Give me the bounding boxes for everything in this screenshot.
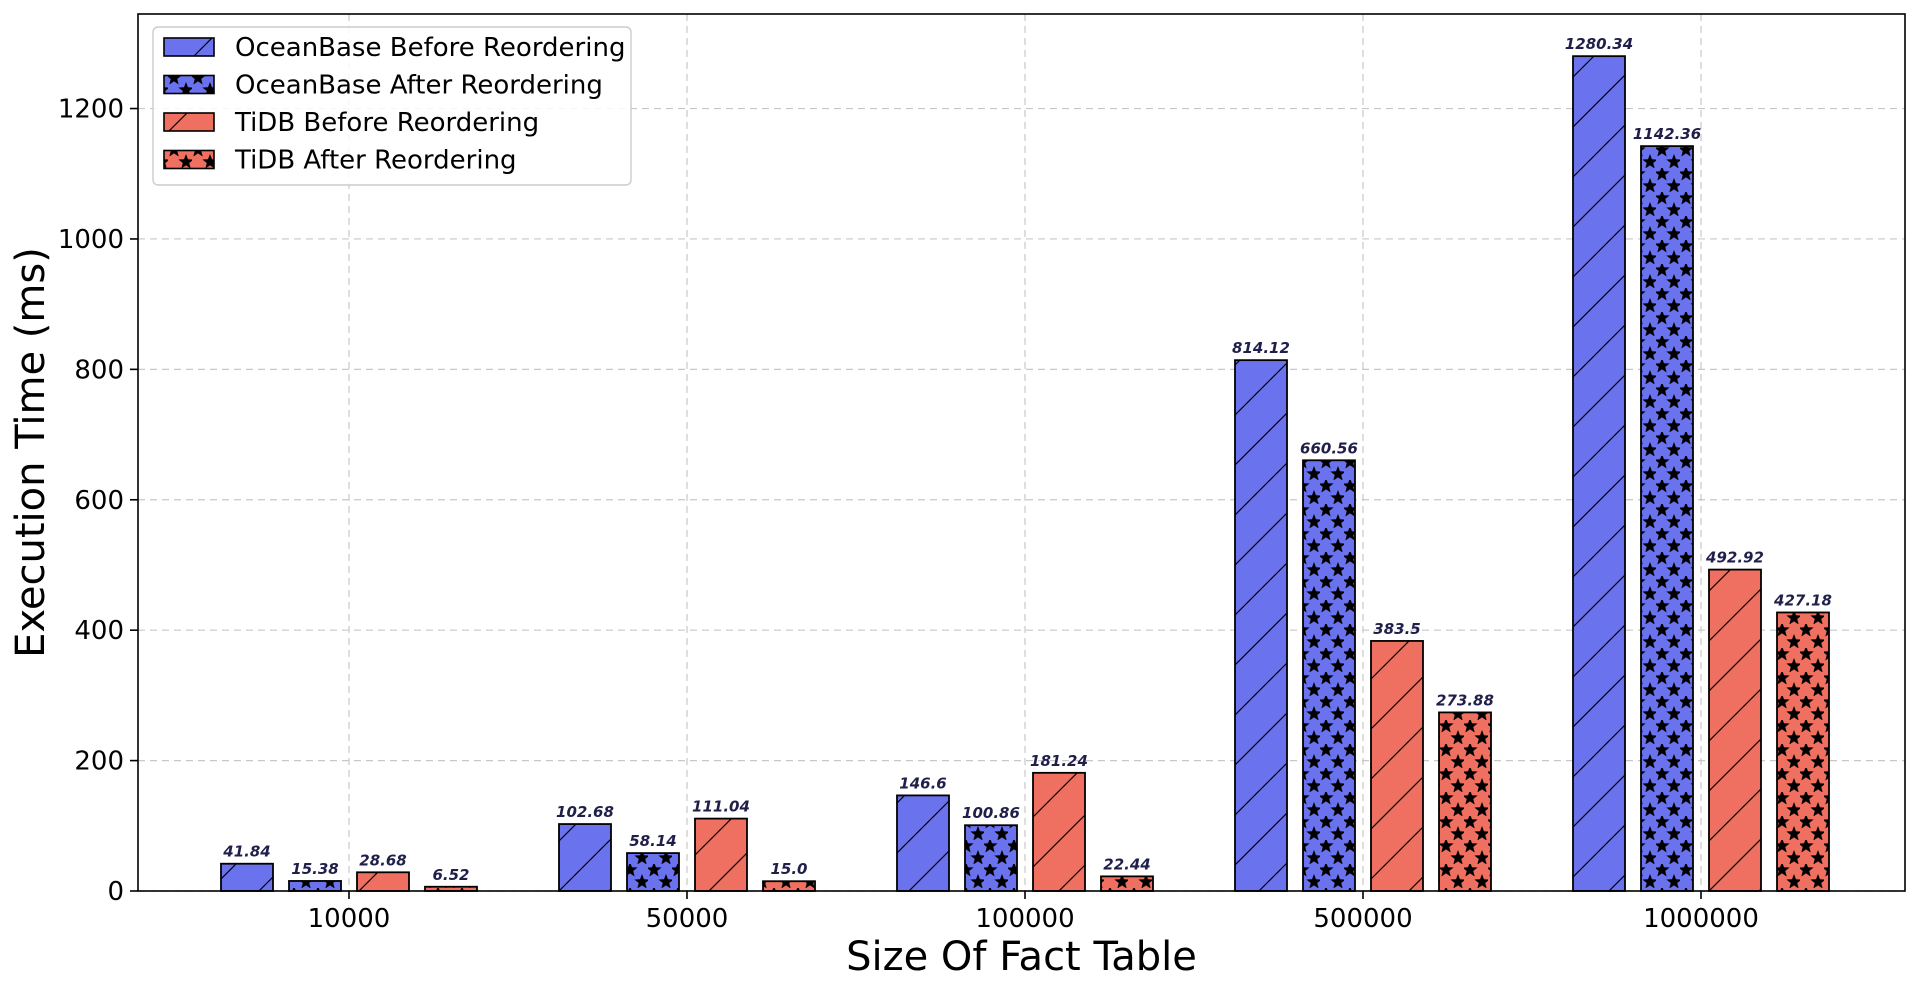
- bar: [1572, 55, 1626, 892]
- legend-label: OceanBase Before Reordering: [235, 33, 625, 63]
- axis-layer: 0 200 400 600 800 1000 1200 10000 50000 100000 500…: [58, 95, 1759, 934]
- x-tick-label: 500000: [1313, 904, 1412, 934]
- value-label: 273.88: [1436, 691, 1494, 709]
- bar: [762, 880, 816, 892]
- value-label: 1142.36: [1633, 125, 1701, 143]
- value-label: 111.04: [692, 798, 750, 816]
- plot-frame: [137, 13, 1906, 892]
- y-tick-label: 200: [74, 747, 124, 777]
- value-label: 383.5: [1373, 620, 1420, 638]
- bar: [1302, 459, 1356, 892]
- bar: [694, 817, 748, 892]
- legend-swatch: [163, 37, 215, 57]
- value-label: 15.0: [770, 860, 807, 878]
- legend-swatch: [163, 112, 215, 132]
- value-label: 102.68: [556, 803, 614, 821]
- legend-swatch: [163, 149, 215, 170]
- y-tick-label: 800: [74, 355, 124, 385]
- x-tick-label: 1000000: [1643, 904, 1759, 934]
- bar: [1438, 711, 1492, 892]
- legend-label: TiDB After Reordering: [234, 146, 517, 176]
- value-label: 6.52: [432, 866, 469, 884]
- value-label: 814.12: [1232, 339, 1290, 357]
- value-label: 28.68: [359, 851, 406, 869]
- legend: OceanBase Before Reordering OceanBase Aft…: [152, 26, 632, 186]
- value-label-layer: 41.84 102.68 146.6 814.12 1280.34 15.38 58.14 1…: [222, 35, 1832, 884]
- bar: [1234, 359, 1288, 892]
- bar: [626, 852, 680, 892]
- x-tick-label: 100000: [975, 904, 1074, 934]
- bar: [288, 880, 342, 892]
- y-tick-label: 400: [74, 616, 124, 646]
- legend-label: OceanBase After Reordering: [235, 71, 603, 101]
- y-tick-label: 0: [107, 877, 124, 907]
- bar: [1708, 568, 1762, 892]
- value-label: 22.44: [1103, 855, 1150, 873]
- y-tick-label: 600: [74, 486, 124, 516]
- legend-label: TiDB Before Reordering: [234, 108, 539, 138]
- value-label: 1280.34: [1565, 35, 1633, 53]
- bar: [558, 823, 612, 892]
- value-label: 15.38: [291, 860, 338, 878]
- legend-swatch: [163, 74, 215, 95]
- bar: [964, 824, 1018, 892]
- y-tick-label: 1200: [58, 95, 124, 125]
- y-axis-title: Execution Time (ms): [8, 247, 54, 658]
- legend-box: [152, 26, 632, 186]
- bar: [896, 794, 950, 892]
- bar: [1776, 611, 1830, 892]
- value-label: 58.14: [629, 832, 676, 850]
- x-tick-label: 50000: [646, 904, 729, 934]
- value-label: 427.18: [1773, 591, 1832, 609]
- value-label: 181.24: [1030, 752, 1088, 770]
- bar: [220, 862, 274, 892]
- value-label: 100.86: [962, 804, 1020, 822]
- x-axis-title: Size Of Fact Table: [846, 934, 1197, 980]
- x-tick-label: 10000: [308, 904, 391, 934]
- bar: [1370, 640, 1424, 892]
- value-label: 492.92: [1705, 549, 1764, 567]
- y-tick-label: 1000: [58, 225, 124, 255]
- value-label: 41.84: [222, 843, 270, 861]
- value-label: 146.6: [899, 774, 946, 792]
- bar: [1032, 771, 1086, 892]
- bar: [1100, 875, 1154, 892]
- bar: [1640, 145, 1694, 892]
- value-label: 660.56: [1300, 439, 1358, 457]
- bar: [356, 871, 410, 892]
